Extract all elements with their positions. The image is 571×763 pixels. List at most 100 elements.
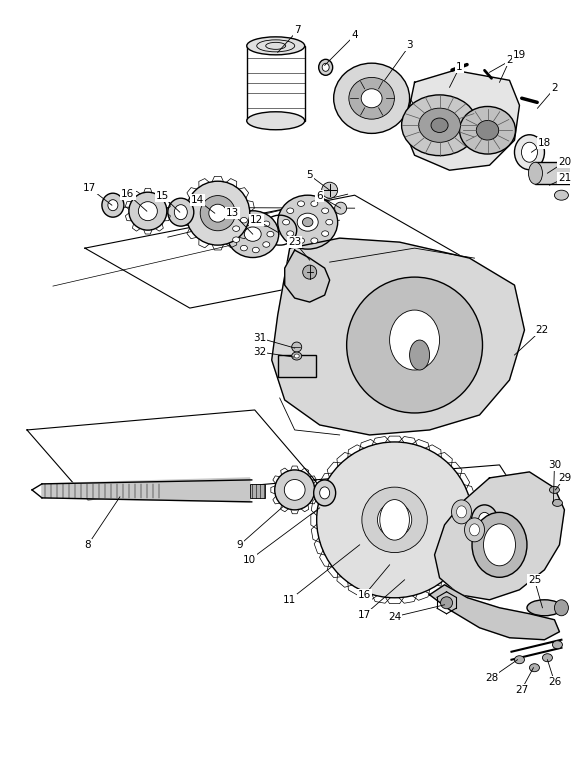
FancyBboxPatch shape: [278, 355, 316, 377]
Ellipse shape: [252, 215, 259, 221]
Ellipse shape: [320, 487, 329, 499]
Circle shape: [321, 182, 337, 198]
Ellipse shape: [419, 108, 460, 143]
Ellipse shape: [321, 208, 329, 214]
Text: 10: 10: [243, 555, 256, 565]
Ellipse shape: [484, 524, 516, 566]
Text: 11: 11: [283, 595, 296, 605]
Ellipse shape: [570, 163, 571, 184]
Text: 28: 28: [485, 673, 498, 683]
Ellipse shape: [322, 63, 329, 71]
Ellipse shape: [297, 201, 304, 207]
Text: 8: 8: [85, 540, 91, 550]
Text: 5: 5: [307, 170, 313, 180]
Text: 31: 31: [253, 333, 266, 343]
Ellipse shape: [321, 231, 329, 237]
Ellipse shape: [244, 227, 261, 241]
Text: 25: 25: [528, 575, 541, 584]
Ellipse shape: [380, 500, 409, 540]
Ellipse shape: [349, 77, 395, 119]
Circle shape: [200, 195, 235, 230]
Ellipse shape: [333, 63, 409, 134]
Ellipse shape: [287, 208, 293, 214]
FancyBboxPatch shape: [536, 163, 571, 184]
Ellipse shape: [303, 217, 313, 227]
Ellipse shape: [267, 231, 274, 237]
Ellipse shape: [297, 213, 318, 231]
Ellipse shape: [294, 354, 299, 358]
Text: 14: 14: [191, 195, 204, 205]
Ellipse shape: [549, 486, 560, 494]
Ellipse shape: [292, 352, 301, 360]
Ellipse shape: [469, 524, 480, 536]
Text: 16: 16: [358, 590, 371, 600]
Ellipse shape: [313, 480, 336, 506]
Text: 3: 3: [407, 40, 413, 50]
Ellipse shape: [168, 198, 194, 226]
Ellipse shape: [457, 506, 467, 518]
FancyBboxPatch shape: [250, 484, 265, 498]
Text: 6: 6: [316, 192, 323, 201]
Text: 29: 29: [558, 473, 571, 483]
Ellipse shape: [514, 135, 545, 169]
Circle shape: [441, 597, 453, 609]
Circle shape: [292, 342, 301, 352]
Text: 15: 15: [156, 192, 170, 201]
Text: 18: 18: [538, 138, 551, 148]
Circle shape: [209, 204, 227, 222]
Circle shape: [138, 201, 158, 221]
Text: 20: 20: [558, 157, 571, 167]
Text: 24: 24: [388, 612, 401, 622]
Ellipse shape: [232, 226, 240, 231]
Polygon shape: [272, 238, 525, 435]
Ellipse shape: [240, 217, 247, 223]
Ellipse shape: [529, 163, 542, 184]
Text: 12: 12: [250, 215, 263, 225]
Circle shape: [275, 470, 315, 510]
Ellipse shape: [247, 37, 305, 55]
Ellipse shape: [361, 89, 382, 108]
Text: 22: 22: [535, 325, 548, 335]
Ellipse shape: [232, 237, 240, 243]
Ellipse shape: [472, 513, 527, 578]
Ellipse shape: [227, 211, 279, 258]
Ellipse shape: [319, 60, 333, 76]
Text: 26: 26: [548, 677, 561, 687]
Text: 27: 27: [515, 684, 528, 694]
Ellipse shape: [514, 655, 525, 664]
Circle shape: [186, 181, 250, 245]
Polygon shape: [429, 584, 560, 639]
Ellipse shape: [552, 499, 562, 507]
Ellipse shape: [283, 220, 289, 225]
Ellipse shape: [247, 111, 305, 130]
Ellipse shape: [278, 195, 337, 250]
Polygon shape: [42, 478, 250, 502]
Text: 23: 23: [288, 237, 301, 247]
Ellipse shape: [311, 238, 318, 243]
Ellipse shape: [326, 220, 333, 225]
Circle shape: [347, 277, 482, 413]
Ellipse shape: [263, 242, 270, 247]
Text: 16: 16: [121, 189, 135, 199]
Text: 9: 9: [236, 540, 243, 550]
Ellipse shape: [465, 518, 485, 542]
Text: 19: 19: [513, 50, 526, 60]
Ellipse shape: [472, 505, 497, 535]
Ellipse shape: [452, 500, 472, 524]
Ellipse shape: [389, 310, 440, 370]
Circle shape: [317, 442, 473, 597]
Text: 17: 17: [358, 610, 371, 620]
Ellipse shape: [263, 221, 270, 227]
Text: 13: 13: [226, 208, 239, 218]
Ellipse shape: [401, 95, 477, 156]
Polygon shape: [405, 70, 520, 170]
Ellipse shape: [174, 204, 187, 220]
Circle shape: [129, 192, 167, 230]
Ellipse shape: [505, 526, 514, 538]
Ellipse shape: [287, 231, 293, 237]
Ellipse shape: [431, 118, 448, 133]
Text: 32: 32: [253, 347, 266, 357]
Text: 17: 17: [83, 183, 96, 193]
Ellipse shape: [460, 107, 516, 154]
Ellipse shape: [108, 200, 118, 211]
